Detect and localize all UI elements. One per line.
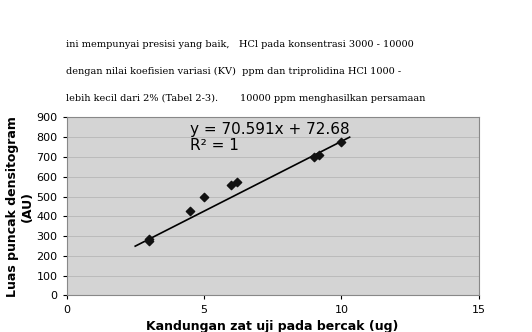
Text: lebih kecil dari 2% (Tabel 2-3).       10000 ppm menghasilkan persamaan: lebih kecil dari 2% (Tabel 2-3). 10000 p… [66, 94, 426, 103]
Point [145, 236, 153, 242]
Point [315, 152, 323, 158]
Point [337, 139, 346, 145]
Point [227, 182, 236, 187]
Text: dengan nilai koefisien variasi (KV)  ppm dan triprolidina HCl 1000 -: dengan nilai koefisien variasi (KV) ppm … [66, 67, 402, 76]
Y-axis label: Luas puncak densitogram
(AU): Luas puncak densitogram (AU) [5, 116, 34, 297]
Point [310, 154, 318, 160]
Point [232, 179, 241, 184]
Text: y = 70.591x + 72.68: y = 70.591x + 72.68 [190, 122, 350, 137]
Text: R² = 1: R² = 1 [190, 137, 239, 152]
Point [200, 194, 208, 199]
Point [186, 209, 195, 214]
Point [145, 238, 153, 244]
Text: ini mempunyai presisi yang baik,   HCl pada konsentrasi 3000 - 10000: ini mempunyai presisi yang baik, HCl pad… [66, 40, 414, 49]
X-axis label: Kandungan zat uji pada bercak (ug): Kandungan zat uji pada bercak (ug) [146, 320, 399, 332]
